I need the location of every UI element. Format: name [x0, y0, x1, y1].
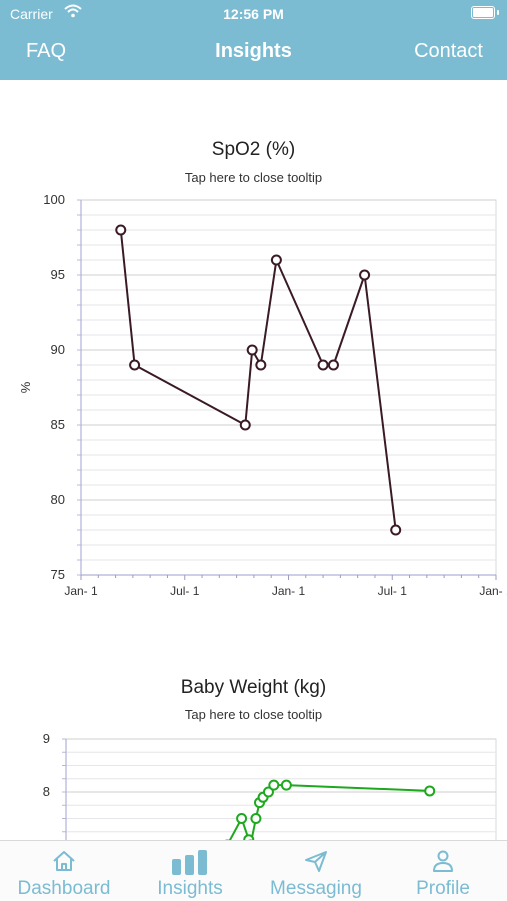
status-time: 12:56 PM: [223, 6, 284, 22]
data-point: [262, 786, 274, 798]
tab-dashboard[interactable]: Dashboard: [4, 841, 124, 901]
tab-profile[interactable]: Profile: [383, 841, 503, 901]
y-tick-label: 75: [51, 567, 65, 582]
x-tick-label: Jan- 1: [479, 584, 507, 598]
y-axis-label: %: [18, 381, 33, 393]
x-tick-label: Jan- 1: [272, 584, 306, 598]
y-tick-label: 8: [43, 784, 50, 799]
y-tick-label: 100: [43, 192, 65, 207]
data-point: [239, 419, 251, 431]
send-icon: [256, 849, 376, 875]
series-line: [119, 229, 397, 531]
data-point: [359, 269, 371, 281]
data-point: [268, 779, 280, 791]
spo2-chart-title: SpO2 (%): [211, 139, 296, 160]
faq-button[interactable]: FAQ: [26, 40, 67, 62]
plot-area: [80, 199, 497, 576]
tab-insights-label: Insights: [157, 878, 223, 899]
battery-tip-icon: [497, 10, 499, 15]
y-tick-label: 80: [51, 492, 65, 507]
y-tick-label: 95: [51, 267, 65, 282]
data-point: [424, 785, 436, 797]
contact-button[interactable]: Contact: [414, 40, 483, 62]
weight-chart[interactable]: 89: [0, 728, 507, 840]
status-bar: Carrier 12:56 PM: [0, 0, 507, 28]
y-tick-label: 90: [51, 342, 65, 357]
data-point: [327, 359, 339, 371]
tab-dashboard-label: Dashboard: [17, 878, 111, 899]
tab-insights[interactable]: Insights: [130, 841, 250, 901]
person-icon: [383, 849, 503, 875]
wifi-icon: [64, 4, 82, 22]
spo2-tooltip-close[interactable]: Tap here to close tooltip: [184, 170, 323, 185]
data-point: [270, 254, 282, 266]
data-point: [246, 344, 258, 356]
weight-tooltip-close[interactable]: Tap here to close tooltip: [184, 707, 323, 722]
data-point: [129, 359, 141, 371]
data-point: [317, 359, 329, 371]
home-icon: [4, 849, 124, 875]
carrier-label: Carrier: [10, 6, 53, 22]
x-tick-label: Jul- 1: [170, 584, 200, 598]
data-point: [255, 359, 267, 371]
tab-profile-label: Profile: [416, 878, 470, 899]
data-point: [115, 224, 127, 236]
data-point: [250, 813, 262, 824]
data-point: [280, 779, 292, 791]
y-tick-label: 85: [51, 417, 65, 432]
data-point: [236, 813, 248, 824]
page-title: Insights: [215, 40, 292, 62]
data-point: [390, 524, 402, 536]
tab-messaging[interactable]: Messaging: [256, 841, 376, 901]
bar-chart-icon: [130, 849, 250, 875]
battery-icon: [471, 6, 495, 19]
plot-area: [65, 738, 497, 840]
spo2-chart[interactable]: 75 80 85 90 95 100 Jan- 1 Jul- 1 Jan- 1 Jul- 1 Jan…: [0, 190, 507, 610]
y-tick-label: 9: [43, 731, 50, 746]
tab-messaging-label: Messaging: [270, 878, 362, 899]
x-tick-label: Jul- 1: [378, 584, 408, 598]
tab-bar: Dashboard Insights Messaging Profile: [0, 840, 507, 901]
x-tick-label: Jan- 1: [64, 584, 98, 598]
weight-chart-title: Baby Weight (kg): [180, 677, 327, 698]
app-header: Carrier 12:56 PM FAQ Insights Contact: [0, 0, 507, 80]
data-point: [243, 834, 255, 840]
